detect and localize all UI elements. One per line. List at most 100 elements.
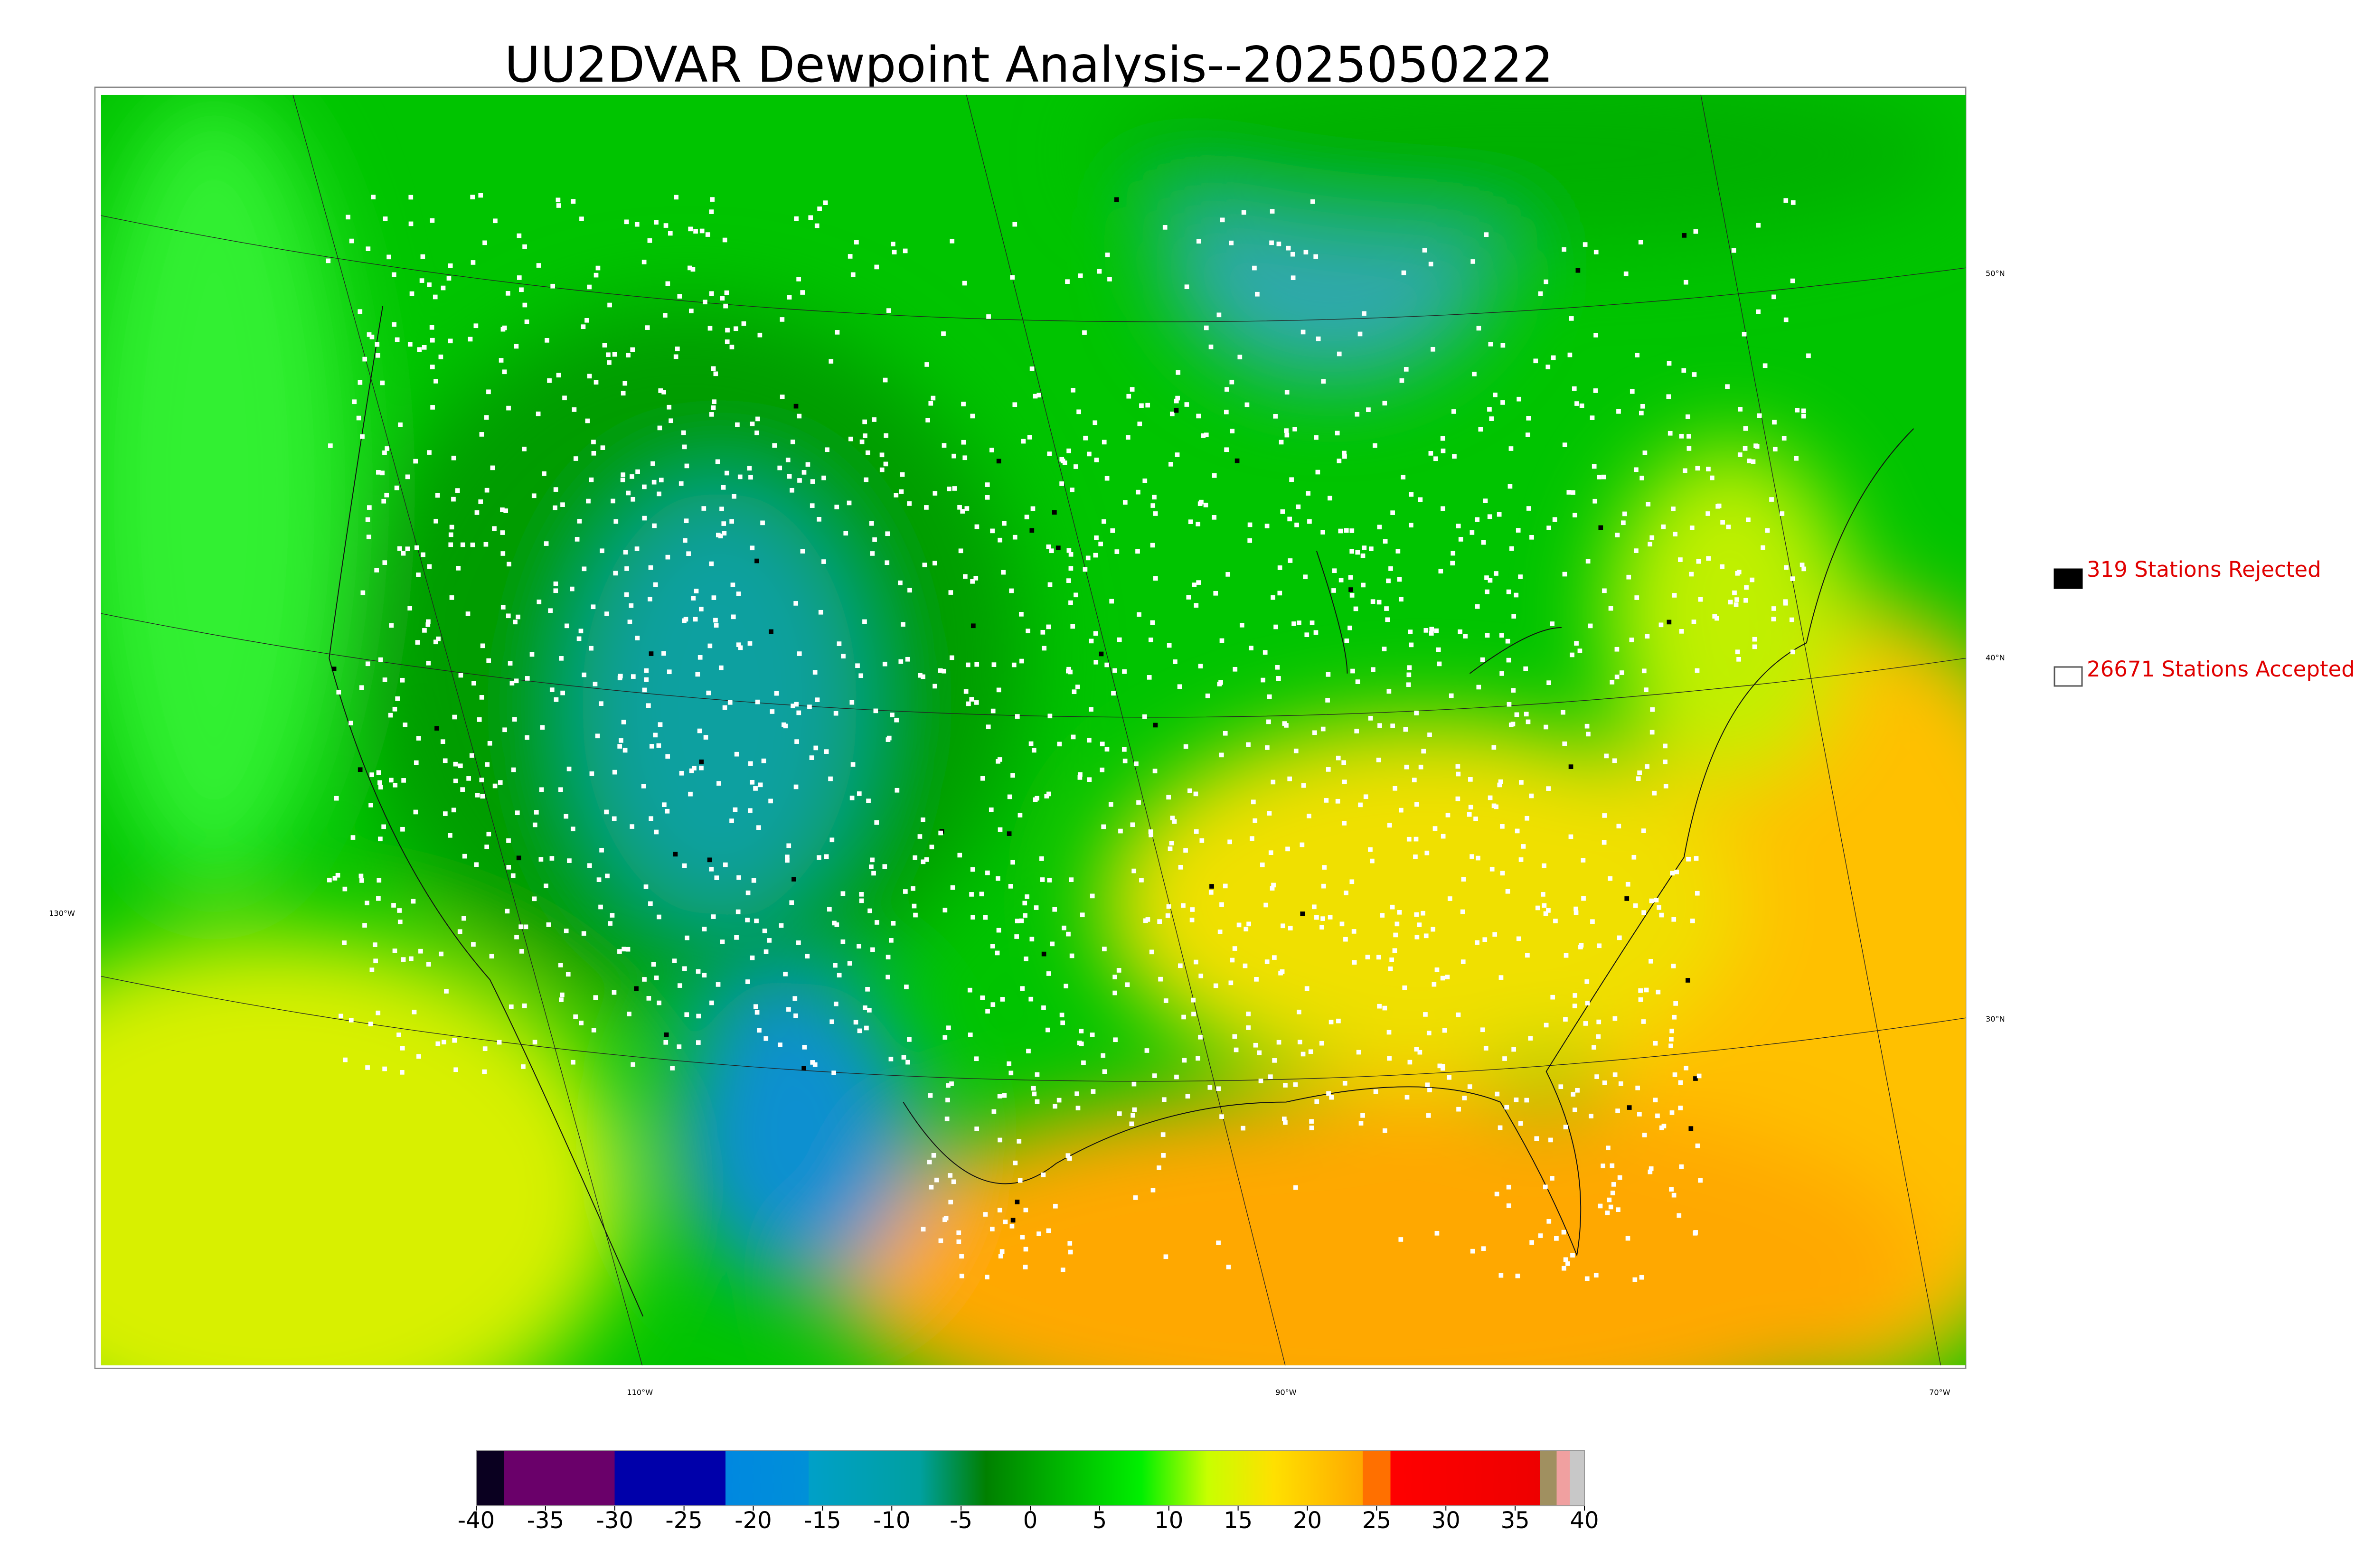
- station-dot: [352, 399, 357, 404]
- station-dot: [961, 440, 966, 445]
- station-dot: [365, 661, 370, 667]
- station-dot: [1659, 912, 1664, 918]
- station-dot: [1049, 548, 1054, 554]
- station-dot: [619, 738, 623, 743]
- station-dot: [1109, 599, 1114, 604]
- station-dot: [631, 674, 636, 679]
- station-dot: [1672, 1014, 1677, 1020]
- station-dot: [408, 195, 414, 200]
- station-dot: [572, 407, 577, 412]
- station-dot: [540, 725, 545, 730]
- station-dot: [1602, 1080, 1607, 1085]
- station-dot: [1414, 935, 1420, 939]
- station-dot: [1581, 858, 1586, 863]
- station-dot: [1669, 1028, 1674, 1033]
- station-dot: [1349, 593, 1355, 598]
- station-dot: [714, 623, 719, 628]
- station-dot: [843, 531, 848, 536]
- station-dot: [1329, 1095, 1334, 1100]
- station-dot: [1507, 702, 1512, 707]
- station-dot: [1068, 1249, 1073, 1255]
- station-dot: [1035, 1072, 1040, 1077]
- station-dot: [890, 713, 895, 717]
- station-dot: [1635, 1085, 1640, 1090]
- station-dot: [649, 816, 653, 821]
- station-dot: [493, 218, 498, 224]
- station-dot: [1738, 407, 1743, 412]
- station-dot: [475, 793, 480, 798]
- station-dot: [1276, 676, 1281, 681]
- station-dot: [1297, 1040, 1302, 1044]
- station-dot: [956, 1230, 961, 1235]
- station-dot: [1306, 491, 1311, 496]
- station-dot: [1047, 878, 1052, 883]
- station-dot: [1484, 575, 1489, 580]
- station-dot: [554, 697, 559, 702]
- station-dot: [556, 373, 561, 378]
- station-dot: [465, 611, 471, 616]
- station-dot: [1280, 509, 1285, 514]
- station-dot: [1065, 1153, 1071, 1158]
- station-dot: [847, 500, 852, 506]
- station-dot: [1649, 730, 1655, 735]
- station-dot: [487, 741, 492, 746]
- station-dot: [956, 1239, 961, 1244]
- station-dot: [1137, 612, 1141, 617]
- station-dot: [1456, 1012, 1461, 1017]
- station-dot: [951, 1179, 956, 1184]
- station-dot: [888, 1056, 894, 1061]
- station-dot: [812, 1062, 818, 1067]
- station-dot: [787, 474, 792, 479]
- station-dot: [1300, 1052, 1306, 1057]
- station-dot: [1447, 896, 1452, 901]
- station-dot: [1735, 649, 1740, 655]
- station-dot: [1634, 595, 1639, 600]
- station-dot: [1326, 672, 1331, 677]
- station-dot: [1098, 541, 1103, 546]
- station-dot: [1347, 625, 1352, 630]
- station-dot: [1246, 1011, 1251, 1016]
- station-dot: [684, 518, 689, 524]
- station-dot: [963, 574, 968, 579]
- station-dot: [780, 317, 785, 322]
- station-dot: [1337, 351, 1342, 357]
- station-dot: [1153, 723, 1158, 728]
- station-dot: [716, 781, 721, 786]
- station-dot: [767, 938, 772, 943]
- station-dot: [1546, 908, 1551, 913]
- legend-label: 26671 Stations Accepted: [2087, 657, 2355, 682]
- station-dot: [835, 330, 840, 335]
- station-dot: [1649, 1166, 1654, 1171]
- station-dot: [790, 488, 794, 493]
- station-dot: [750, 955, 755, 960]
- station-dot: [1641, 668, 1647, 674]
- station-dot: [506, 864, 511, 870]
- station-dot: [1285, 846, 1290, 852]
- station-dot: [1404, 367, 1409, 372]
- station-dot: [747, 641, 753, 646]
- station-dot: [748, 475, 753, 480]
- station-dot: [1344, 638, 1349, 643]
- station-dot: [900, 472, 905, 477]
- station-dot: [796, 940, 801, 945]
- station-dot: [1769, 497, 1774, 502]
- station-dot: [1163, 998, 1168, 1003]
- station-dot: [1412, 778, 1417, 782]
- station-dot: [470, 195, 475, 199]
- station-dot: [736, 592, 741, 596]
- station-dot: [589, 646, 594, 651]
- station-dot: [1491, 745, 1497, 750]
- station-dot: [1377, 1004, 1382, 1009]
- station-dot: [1771, 606, 1776, 611]
- station-dot: [376, 1010, 381, 1015]
- station-dot: [1806, 353, 1811, 358]
- station-dot: [1551, 355, 1556, 360]
- station-dot: [1342, 779, 1347, 785]
- station-dot: [358, 767, 363, 772]
- station-dot: [886, 955, 891, 959]
- station-dot: [1047, 451, 1052, 456]
- colorbar-tick-label: 0: [1023, 1507, 1038, 1534]
- station-dot: [1689, 572, 1694, 577]
- station-dot: [1008, 1070, 1014, 1076]
- station-dot: [971, 623, 976, 629]
